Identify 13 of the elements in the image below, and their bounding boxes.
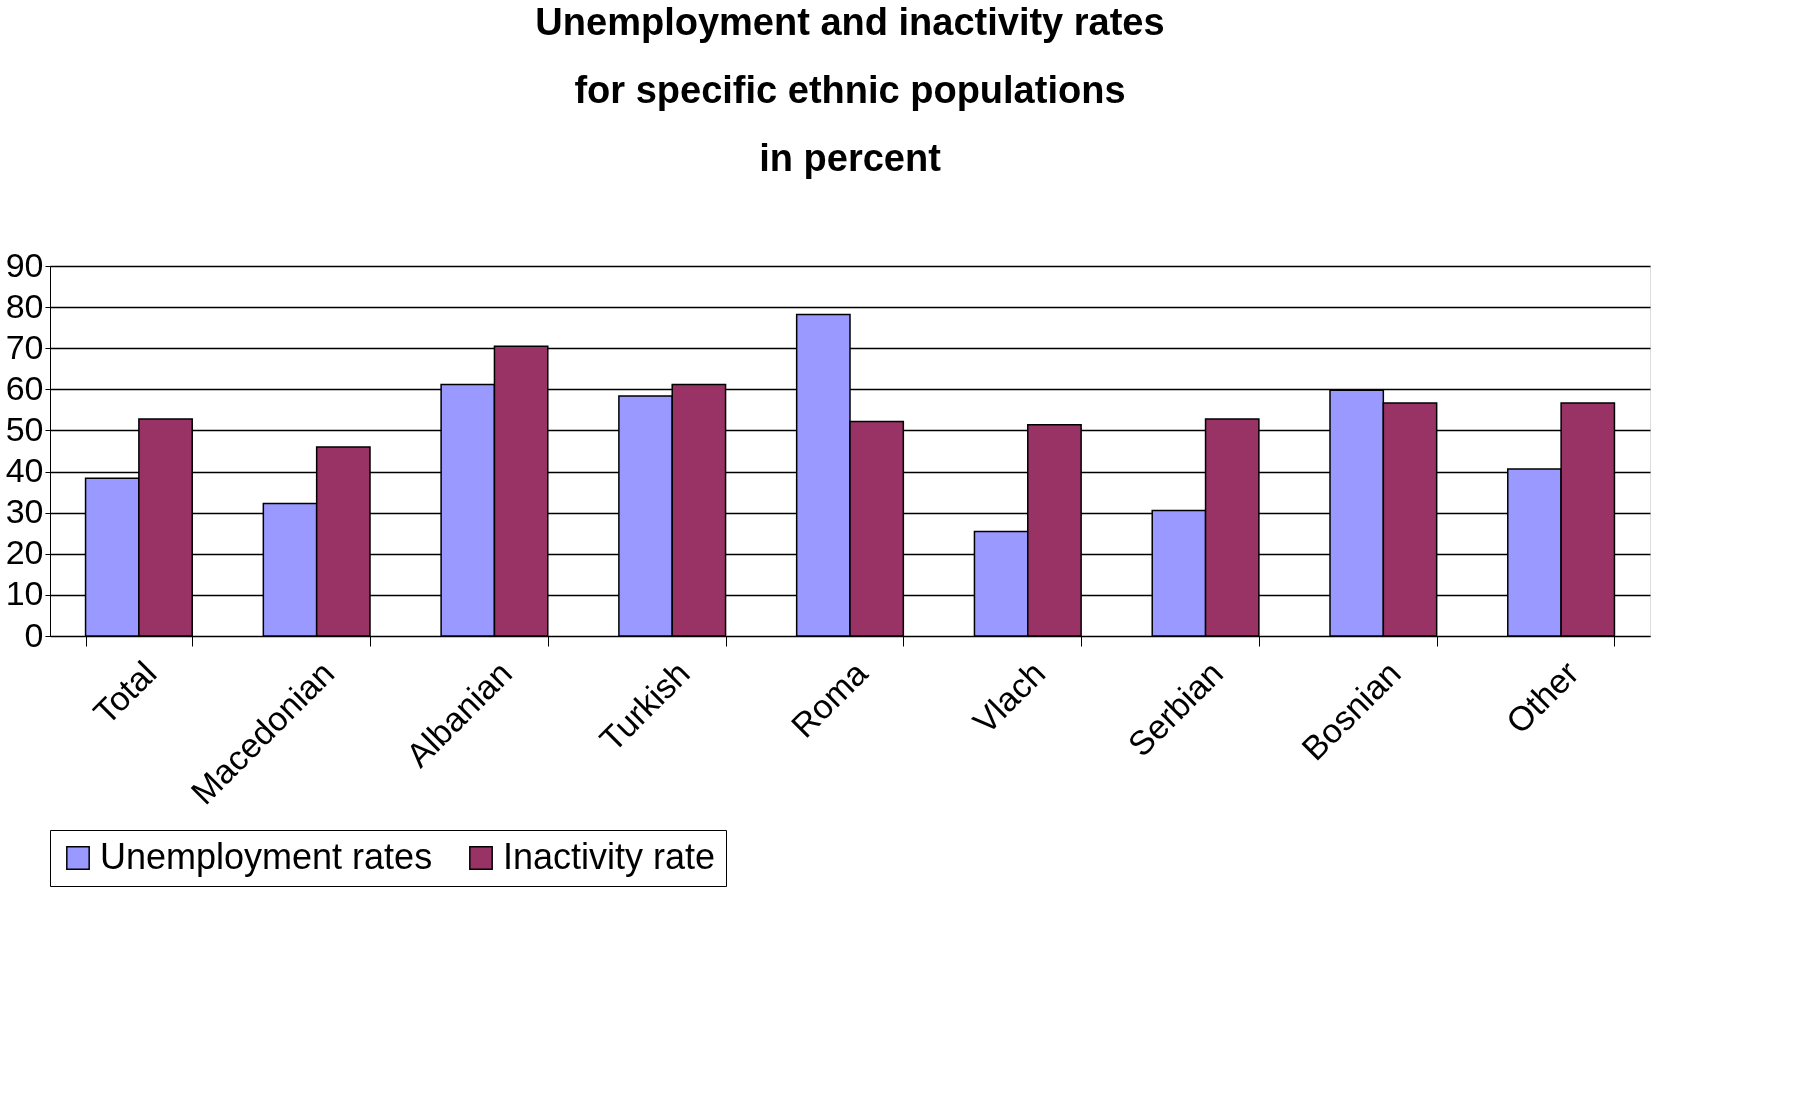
legend-label: Unemployment rates bbox=[100, 836, 433, 877]
legend-label: Inactivity rate bbox=[503, 836, 716, 877]
y-tick-label: 30 bbox=[5, 492, 44, 531]
y-tick-label: 90 bbox=[5, 245, 44, 284]
y-tick-label: 0 bbox=[24, 615, 44, 654]
y-tick-label: 10 bbox=[5, 574, 44, 613]
y-tick-label: 80 bbox=[5, 286, 44, 325]
chart-title: Unemployment and inactivity rates for specific ethnic populations in percent bbox=[535, 1, 1165, 179]
y-tick-label: 70 bbox=[5, 327, 44, 366]
y-tick-label: 60 bbox=[5, 368, 44, 407]
y-tick-label: 40 bbox=[5, 451, 44, 490]
y-tick-label: 20 bbox=[5, 533, 44, 572]
y-tick-label: 50 bbox=[5, 409, 44, 448]
